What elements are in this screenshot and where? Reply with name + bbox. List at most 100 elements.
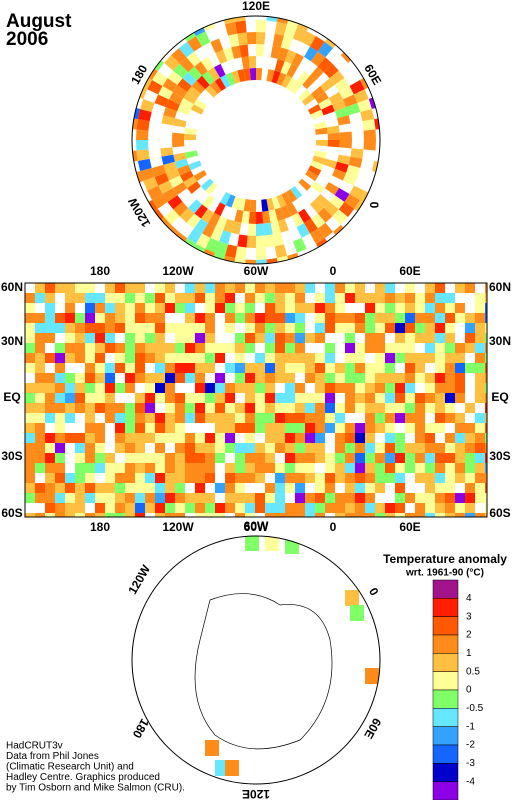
cell — [95, 363, 105, 373]
cell — [245, 433, 255, 443]
cell — [145, 493, 155, 503]
cell — [329, 70, 345, 85]
cell — [385, 353, 395, 363]
cell — [105, 513, 115, 517]
cell — [125, 503, 135, 513]
cell — [455, 513, 465, 517]
cell — [313, 121, 327, 130]
cell — [405, 323, 415, 333]
cell — [177, 104, 191, 116]
cell — [85, 463, 95, 473]
cell — [135, 353, 145, 363]
cell — [415, 423, 425, 433]
cell — [329, 195, 345, 210]
cell — [225, 473, 235, 483]
cell — [285, 303, 295, 313]
cell — [425, 303, 435, 313]
cell — [195, 393, 205, 403]
cell — [215, 433, 225, 443]
cell — [395, 403, 405, 413]
cell — [344, 194, 360, 209]
cell — [263, 222, 273, 236]
cell — [435, 303, 445, 313]
legend-label: 0 — [466, 685, 472, 696]
cell — [55, 473, 65, 483]
cell — [284, 49, 297, 64]
cell — [360, 108, 375, 122]
cell — [194, 61, 208, 76]
cell — [65, 483, 75, 493]
cell — [75, 393, 85, 403]
cell — [415, 393, 425, 403]
legend-swatch — [432, 653, 459, 672]
cell — [385, 443, 395, 453]
cell — [405, 303, 415, 313]
cell — [215, 343, 225, 353]
cell — [295, 473, 305, 483]
cell — [333, 224, 350, 242]
cell — [158, 180, 173, 194]
cell — [75, 463, 85, 473]
cell — [395, 493, 405, 503]
cell — [365, 423, 375, 433]
cell — [305, 423, 315, 433]
cell — [225, 194, 236, 208]
cell — [375, 403, 385, 413]
cell — [305, 413, 315, 423]
cell — [225, 293, 235, 303]
cell — [371, 160, 380, 175]
cell — [145, 293, 155, 303]
cell — [485, 363, 487, 373]
cell — [318, 98, 333, 110]
cell — [276, 194, 287, 208]
cell — [137, 108, 152, 122]
cell — [307, 165, 322, 176]
cell — [55, 363, 65, 373]
cell — [155, 363, 165, 373]
cell — [231, 196, 241, 210]
cell — [277, 47, 289, 62]
cell — [277, 218, 289, 233]
cell — [235, 423, 245, 433]
cell — [310, 109, 324, 120]
cell — [285, 463, 295, 473]
cell — [188, 66, 203, 81]
cell — [485, 423, 487, 433]
cell — [195, 293, 205, 303]
cell — [374, 117, 380, 130]
cell — [177, 164, 191, 176]
cell — [265, 403, 275, 413]
cell — [165, 423, 175, 433]
cell — [85, 443, 95, 453]
cell — [275, 403, 285, 413]
cell — [310, 36, 325, 52]
lon-label: 60E — [399, 520, 420, 534]
cell — [265, 463, 275, 473]
legend-label: -1 — [466, 721, 475, 732]
cell — [55, 503, 65, 513]
cell — [275, 443, 285, 453]
cell — [286, 189, 298, 203]
cell — [195, 333, 205, 343]
cell — [385, 453, 395, 463]
cell — [172, 182, 188, 196]
cell — [435, 423, 445, 433]
cell — [25, 363, 35, 373]
cell — [145, 423, 155, 433]
cell — [45, 393, 55, 403]
cell — [272, 33, 284, 48]
cell — [445, 313, 455, 323]
cell — [185, 333, 195, 343]
cell — [235, 283, 245, 293]
cell — [405, 363, 415, 373]
cell — [301, 31, 316, 47]
cell — [225, 343, 235, 353]
cell — [275, 363, 285, 373]
anomaly-cells — [25, 16, 487, 776]
cell — [275, 423, 285, 433]
cell — [115, 293, 125, 303]
cell — [145, 353, 155, 363]
lon-label: 0 — [367, 202, 381, 209]
cell — [35, 323, 45, 333]
cell — [205, 182, 218, 196]
